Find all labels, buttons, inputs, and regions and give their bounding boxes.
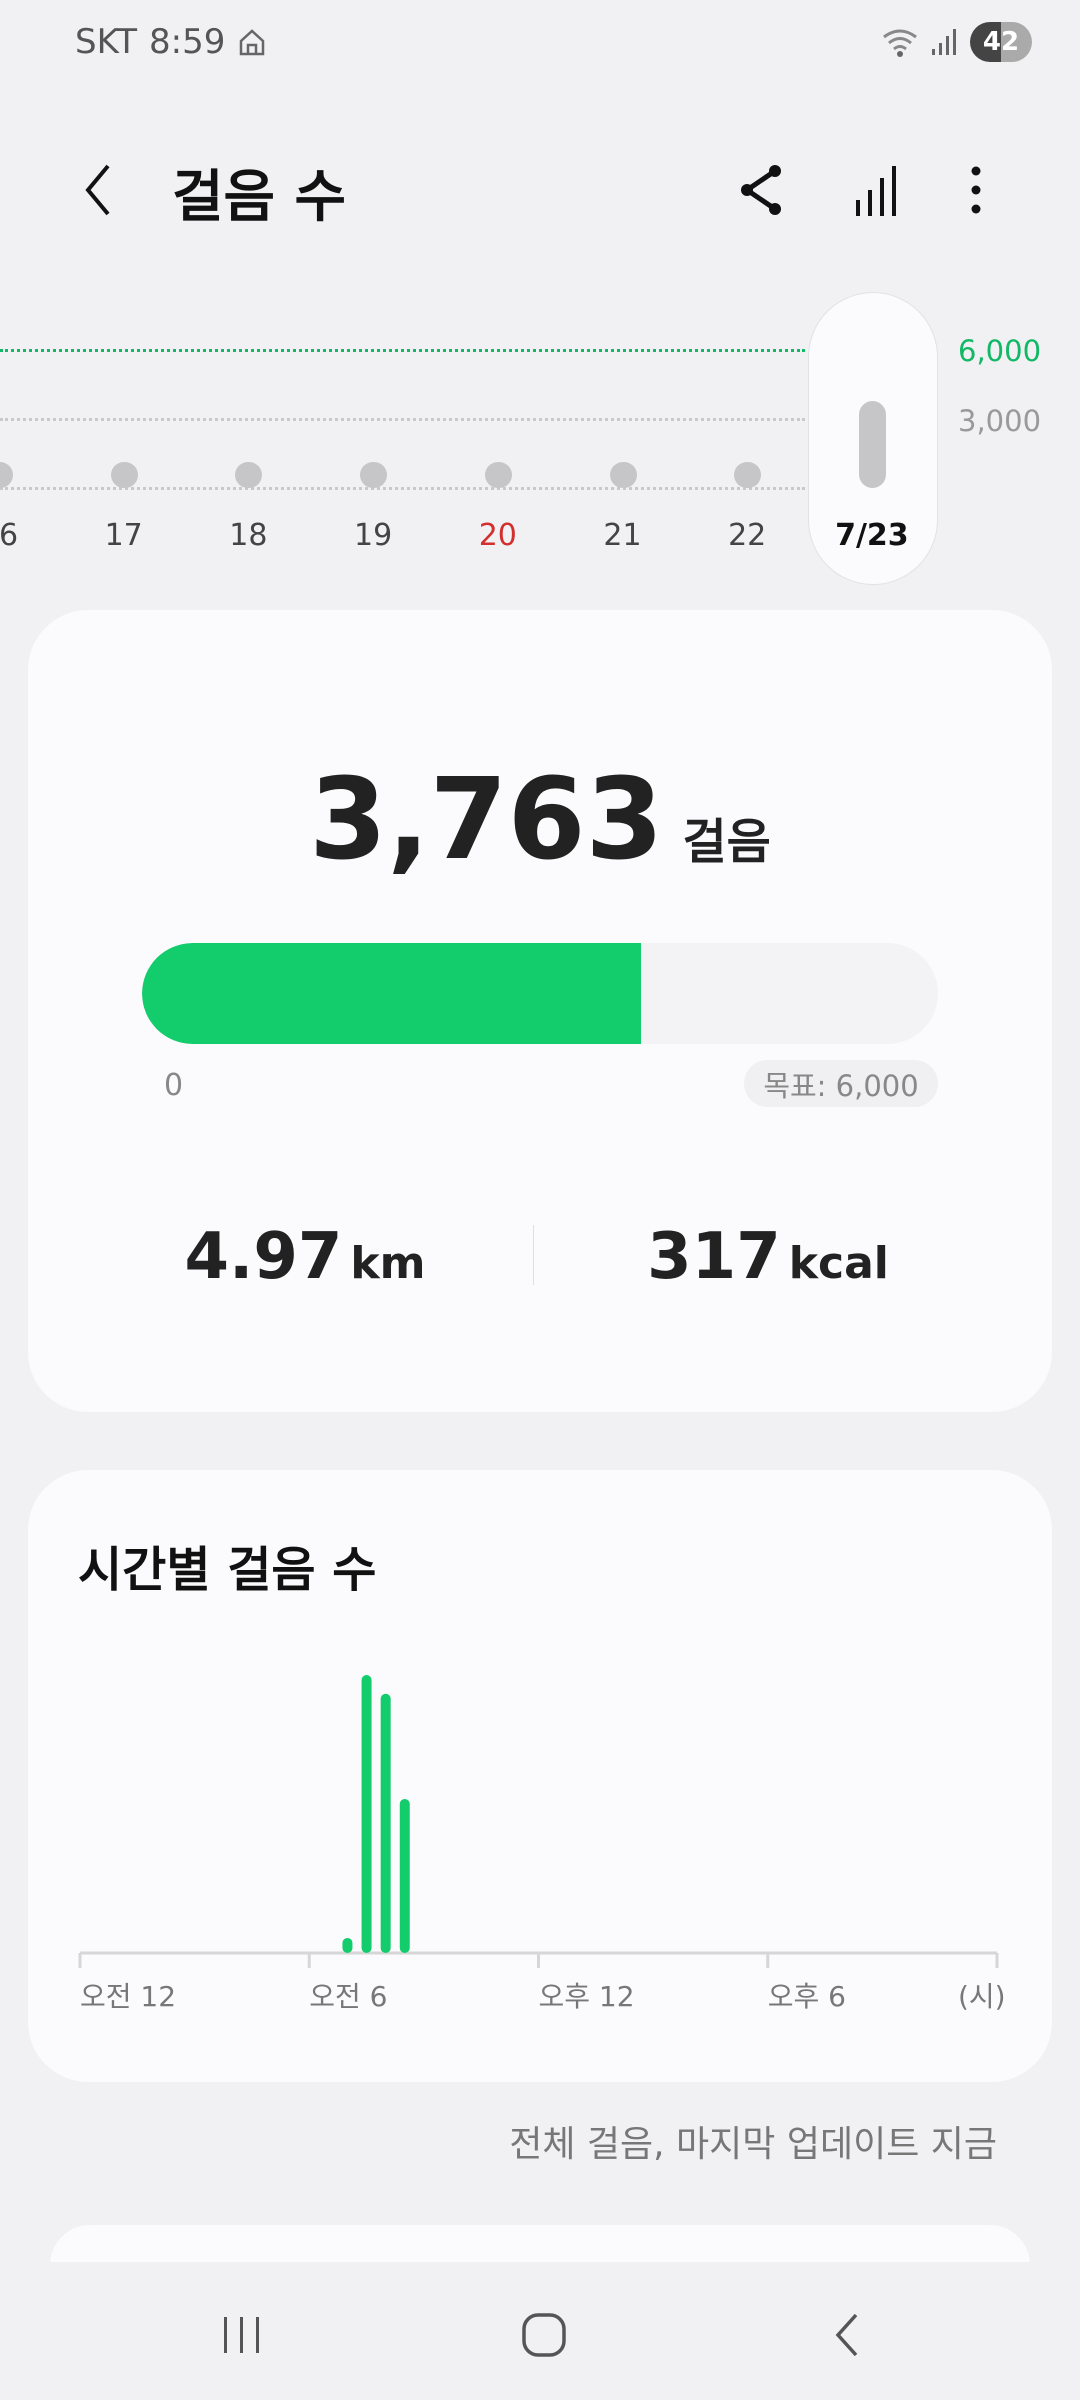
- baseline: [0, 487, 805, 490]
- weekly-day-label[interactable]: 22: [728, 518, 767, 553]
- hourly-bar: [342, 1937, 353, 1953]
- weekly-day-label[interactable]: 19: [354, 518, 393, 553]
- distance-value: 4.97: [184, 1220, 343, 1294]
- share-button[interactable]: [732, 160, 792, 220]
- recents-button[interactable]: [212, 2305, 272, 2365]
- weekly-bar-21[interactable]: [609, 462, 637, 488]
- recents-icon: [224, 2317, 259, 2353]
- mid-axis-label: 3,000: [958, 404, 1042, 438]
- stats-button[interactable]: [845, 160, 905, 220]
- goal-label: 목표: 6,000: [744, 1060, 938, 1107]
- step-count-value: 3,763: [309, 755, 664, 885]
- weekly-day-label[interactable]: 18: [229, 518, 268, 553]
- back-button[interactable]: [68, 160, 128, 220]
- x-tick-label: 오후 6: [767, 1980, 846, 2013]
- back-nav-button[interactable]: [817, 2305, 877, 2365]
- weekly-day-label[interactable]: 21: [603, 518, 642, 553]
- home-button[interactable]: [514, 2305, 574, 2365]
- share-icon: [741, 165, 781, 215]
- hourly-bar: [399, 1798, 410, 1953]
- calories-stat: 317 kcal: [647, 1220, 889, 1294]
- step-count-unit: 걸음: [682, 814, 771, 870]
- battery-icon: 42: [970, 22, 1032, 62]
- footer-update-text: 전체 걸음, 마지막 업데이트 지금: [509, 2124, 997, 2165]
- hourly-chart-title: 시간별 걸음 수: [78, 1542, 377, 1598]
- x-tick-label: 오후 12: [538, 1980, 635, 2013]
- distance-stat: 4.97 km: [184, 1220, 425, 1294]
- step-count: 3,763 걸음: [0, 755, 1080, 885]
- goal-axis-label: 6,000: [958, 334, 1042, 368]
- mid-line: [0, 418, 805, 421]
- weekly-day-label[interactable]: 7/23: [835, 518, 909, 553]
- hourly-card[interactable]: [28, 1470, 1052, 2082]
- hourly-bar: [380, 1693, 391, 1953]
- distance-unit: km: [350, 1238, 426, 1289]
- back-icon: [85, 164, 110, 216]
- weekly-bar-17[interactable]: [110, 462, 138, 488]
- weekly-day-label[interactable]: 16: [0, 518, 19, 553]
- weekly-bar-20[interactable]: [484, 462, 512, 488]
- stats-icon: [856, 166, 896, 216]
- clock: 8:59: [149, 22, 226, 62]
- signal-icon: [932, 29, 956, 55]
- weekly-bar-18[interactable]: [235, 462, 263, 488]
- back-nav-icon: [835, 2313, 858, 2357]
- home-nav-icon: [522, 2313, 566, 2357]
- status-bar-left: SKT 8:59: [75, 22, 267, 62]
- more-options-button[interactable]: [946, 160, 1006, 220]
- x-tick-label: 오전 12: [80, 1980, 177, 2013]
- more-icon: [971, 166, 981, 214]
- x-unit-label: (시): [958, 1980, 1006, 2013]
- weekly-bar-7/23[interactable]: [858, 401, 886, 488]
- weekly-bar-19[interactable]: [360, 462, 388, 488]
- weekly-steps-chart[interactable]: 6,000 3,000 16 17 18 19 20 21 22 7/23: [0, 0, 1080, 600]
- hourly-chart: [78, 1675, 999, 1968]
- hourly-bar: [361, 1675, 372, 1953]
- goal-progress-fill: [142, 943, 642, 1044]
- goal-line: [0, 349, 805, 352]
- page-title: 걸음 수: [172, 165, 347, 230]
- goal-progress-bar: [142, 943, 938, 1044]
- weekly-bar-16[interactable]: [0, 462, 13, 488]
- weekly-bar-22[interactable]: [734, 462, 762, 488]
- calories-unit: kcal: [788, 1238, 889, 1289]
- x-tick-label: 오전 6: [309, 1980, 388, 2013]
- navigation-bar: [0, 2262, 1080, 2400]
- weekly-day-label[interactable]: 20: [478, 518, 517, 553]
- progress-min-label: 0: [164, 1068, 184, 1103]
- status-bar-right: 42: [880, 22, 1032, 62]
- calories-value: 317: [647, 1220, 781, 1294]
- stat-divider: [533, 1225, 534, 1285]
- wifi-icon: [883, 29, 917, 57]
- home-icon: [240, 29, 265, 56]
- carrier: SKT: [75, 22, 138, 62]
- weekly-day-label[interactable]: 17: [104, 518, 143, 553]
